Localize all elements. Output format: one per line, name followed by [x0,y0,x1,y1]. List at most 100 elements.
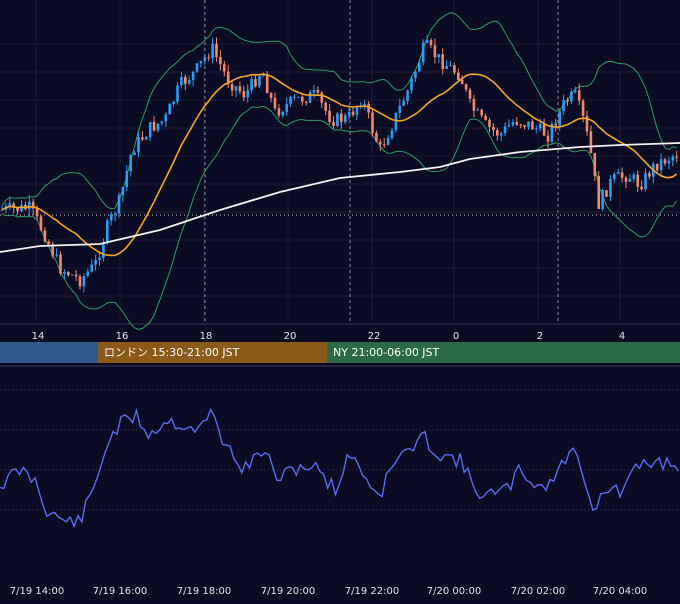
candle-body [655,163,659,171]
candle-body [367,103,370,113]
candle-body [90,264,93,272]
candle-body [648,173,651,177]
candle-body [207,57,210,59]
candle-body [449,65,452,67]
candle-body [172,101,175,104]
candle-body [203,57,207,61]
candle-body [184,76,187,84]
candle-body [597,175,600,209]
time-axis-tick-label: 7/19 20:00 [261,586,315,597]
candle-body [488,119,491,127]
price-axis-tick-label: 0 [453,331,459,342]
candle-body [285,103,288,112]
candle-body [176,85,179,102]
candle-body [667,160,671,164]
price-axis-ticks: 14 16 18 20 22 0 2 4 [32,331,626,342]
candle-body [336,113,339,127]
candle-body [145,137,148,140]
candle-body [332,121,335,127]
candle-body [51,244,54,256]
candle-body [191,71,195,81]
candle-body [609,179,612,197]
grid-layer [0,0,680,511]
candle-body [601,190,604,209]
candle-body [12,203,15,208]
candle-body [382,144,386,146]
candle-body [16,207,19,212]
candle-body [593,153,597,176]
candle-body [624,177,628,182]
candle-body [324,102,327,111]
candle-body [340,113,343,122]
candle-body [570,91,573,102]
candle-body [215,43,218,57]
candle-body [199,60,203,64]
candle-body [507,125,511,127]
candle-body [308,92,312,103]
candle-body [577,90,581,101]
candle-body [425,40,429,43]
candle-body [671,156,675,161]
candle-body [492,126,495,131]
candle-body [644,173,647,190]
candle-body [640,186,643,190]
candle-body [562,100,565,112]
candle-body [328,110,331,122]
candle-body [441,54,444,69]
candle-body [86,271,90,277]
candle-body [0,209,4,211]
bollinger-lower [1,105,678,330]
time-axis-tick-label: 7/20 04:00 [593,586,647,597]
candle-body [406,90,409,102]
candle-body [554,123,558,126]
candle-body [234,86,238,91]
candle-body [546,135,550,142]
candle-body [39,216,43,231]
candle-body [480,109,483,116]
candle-body [499,133,503,136]
candle-body [281,111,285,116]
bollinger-upper [1,12,677,210]
candle-body [523,125,526,127]
candle-body [160,121,164,124]
candle-body [453,65,456,73]
candle-body [67,272,70,276]
candle-body [320,92,324,103]
candle-body [211,43,214,59]
candle-body [538,123,542,129]
time-axis-tick-label: 7/19 14:00 [10,586,64,597]
candle-body [394,112,398,131]
candle-body [632,174,636,179]
candle-body [566,100,569,102]
candle-body [94,259,97,265]
candle-body [74,274,78,277]
candle-body [445,65,448,69]
price-axis-tick-label: 16 [116,331,129,342]
price-axis-tick-label: 18 [200,331,213,342]
candle-body [351,111,355,115]
candle-body [503,126,507,134]
candlesticks [0,35,678,293]
candle-body [511,122,515,126]
candle-body [429,40,433,46]
candle-body [472,98,476,111]
bollinger-bands [1,12,678,330]
candle-body [476,109,480,111]
price-axis-tick-label: 20 [284,331,297,342]
candle-body [250,79,253,91]
candle-body [238,86,242,92]
candle-body [535,128,538,130]
candle-body [527,121,530,127]
time-axis-tick-label: 7/20 00:00 [427,586,481,597]
candle-body [410,78,413,91]
candle-body [141,137,144,140]
candle-body [379,141,382,145]
candle-body [636,174,639,187]
candle-body [293,96,296,98]
candle-body [620,172,624,178]
candle-body [581,100,585,116]
time-axis-tick-label: 7/20 02:00 [511,586,565,597]
candle-body [550,123,554,142]
candle-body [195,63,199,72]
